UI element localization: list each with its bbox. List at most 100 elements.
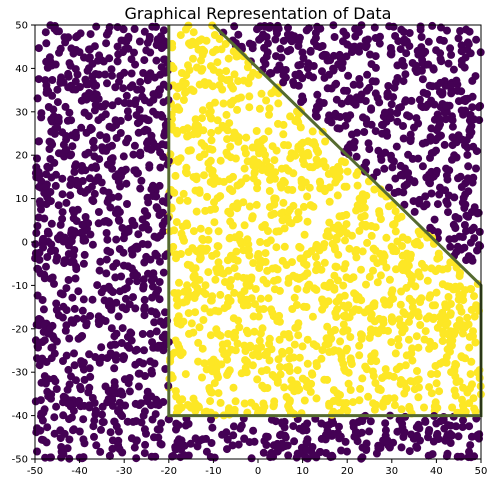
data-point: [182, 87, 191, 96]
data-point: [84, 148, 93, 157]
data-point: [111, 116, 120, 125]
data-point: [265, 110, 273, 119]
data-point: [206, 308, 215, 317]
data-point: [443, 26, 451, 35]
data-point: [362, 280, 370, 289]
data-point: [116, 410, 125, 419]
data-point: [230, 22, 239, 31]
data-point: [355, 47, 364, 56]
data-point: [441, 436, 450, 445]
data-point: [59, 411, 68, 420]
data-point: [216, 398, 225, 407]
data-point: [292, 301, 301, 309]
data-point: [318, 42, 327, 50]
data-point: [143, 387, 152, 396]
data-point: [308, 127, 317, 136]
data-point: [457, 245, 466, 254]
data-point: [150, 318, 159, 327]
data-point: [230, 264, 239, 273]
data-point: [35, 255, 44, 264]
data-point: [207, 439, 216, 447]
data-point: [276, 370, 285, 379]
data-point: [172, 251, 181, 260]
data-point: [41, 28, 50, 37]
data-point: [467, 357, 476, 366]
data-point: [301, 178, 310, 187]
data-point: [71, 274, 80, 283]
data-point: [387, 338, 396, 347]
x-tick-label: -10: [205, 466, 221, 477]
data-point: [225, 119, 234, 128]
data-point: [208, 82, 217, 91]
data-point: [351, 32, 360, 41]
data-point: [303, 269, 312, 278]
data-point: [127, 434, 136, 443]
data-point: [97, 353, 106, 362]
data-point: [465, 422, 474, 431]
data-point: [255, 336, 264, 345]
data-point: [391, 349, 400, 358]
data-point: [298, 92, 307, 101]
data-point: [447, 368, 456, 377]
data-point: [408, 297, 417, 306]
data-point: [44, 375, 53, 384]
data-point: [355, 194, 364, 203]
data-point: [79, 415, 88, 424]
data-point: [261, 150, 269, 159]
data-point: [122, 179, 131, 188]
data-point: [458, 395, 466, 404]
data-point: [336, 113, 345, 121]
data-point: [226, 98, 235, 107]
data-point: [447, 50, 456, 59]
data-point: [81, 213, 90, 221]
data-point: [169, 451, 178, 460]
data-point: [415, 383, 423, 392]
x-tick-label: 40: [430, 466, 443, 477]
data-point: [190, 280, 199, 289]
data-point: [430, 402, 439, 411]
data-point: [343, 447, 351, 456]
data-point: [358, 374, 367, 383]
data-point: [276, 363, 284, 371]
data-point: [303, 335, 312, 344]
data-point: [285, 354, 294, 363]
data-point: [432, 146, 440, 155]
data-point: [66, 181, 75, 189]
data-point: [102, 133, 111, 142]
data-point: [161, 68, 169, 77]
data-point: [134, 369, 143, 378]
data-point: [261, 257, 270, 266]
data-point: [455, 377, 464, 386]
data-point: [260, 43, 269, 52]
data-point: [155, 35, 164, 43]
data-point: [466, 370, 475, 379]
data-point: [393, 214, 402, 223]
data-point: [222, 110, 231, 119]
data-point: [264, 127, 273, 136]
data-point: [425, 426, 434, 434]
data-point: [391, 207, 400, 216]
data-point: [352, 246, 361, 254]
data-point: [432, 431, 441, 440]
data-point: [475, 227, 484, 236]
data-point: [277, 430, 286, 439]
data-point: [200, 150, 209, 159]
data-point: [183, 132, 192, 141]
data-point: [191, 434, 200, 443]
data-point: [266, 22, 275, 31]
data-point: [182, 71, 191, 80]
data-point: [323, 227, 332, 236]
data-point: [245, 438, 254, 447]
data-point: [44, 229, 52, 238]
y-tick-label: 20: [15, 151, 28, 162]
data-point: [189, 54, 197, 63]
data-point: [186, 146, 195, 155]
data-point: [311, 253, 320, 261]
data-point: [79, 236, 88, 245]
data-point: [427, 389, 436, 398]
data-point: [225, 185, 234, 194]
data-point: [184, 419, 193, 428]
data-point: [47, 394, 55, 403]
data-point: [132, 454, 141, 463]
data-point: [131, 304, 140, 313]
